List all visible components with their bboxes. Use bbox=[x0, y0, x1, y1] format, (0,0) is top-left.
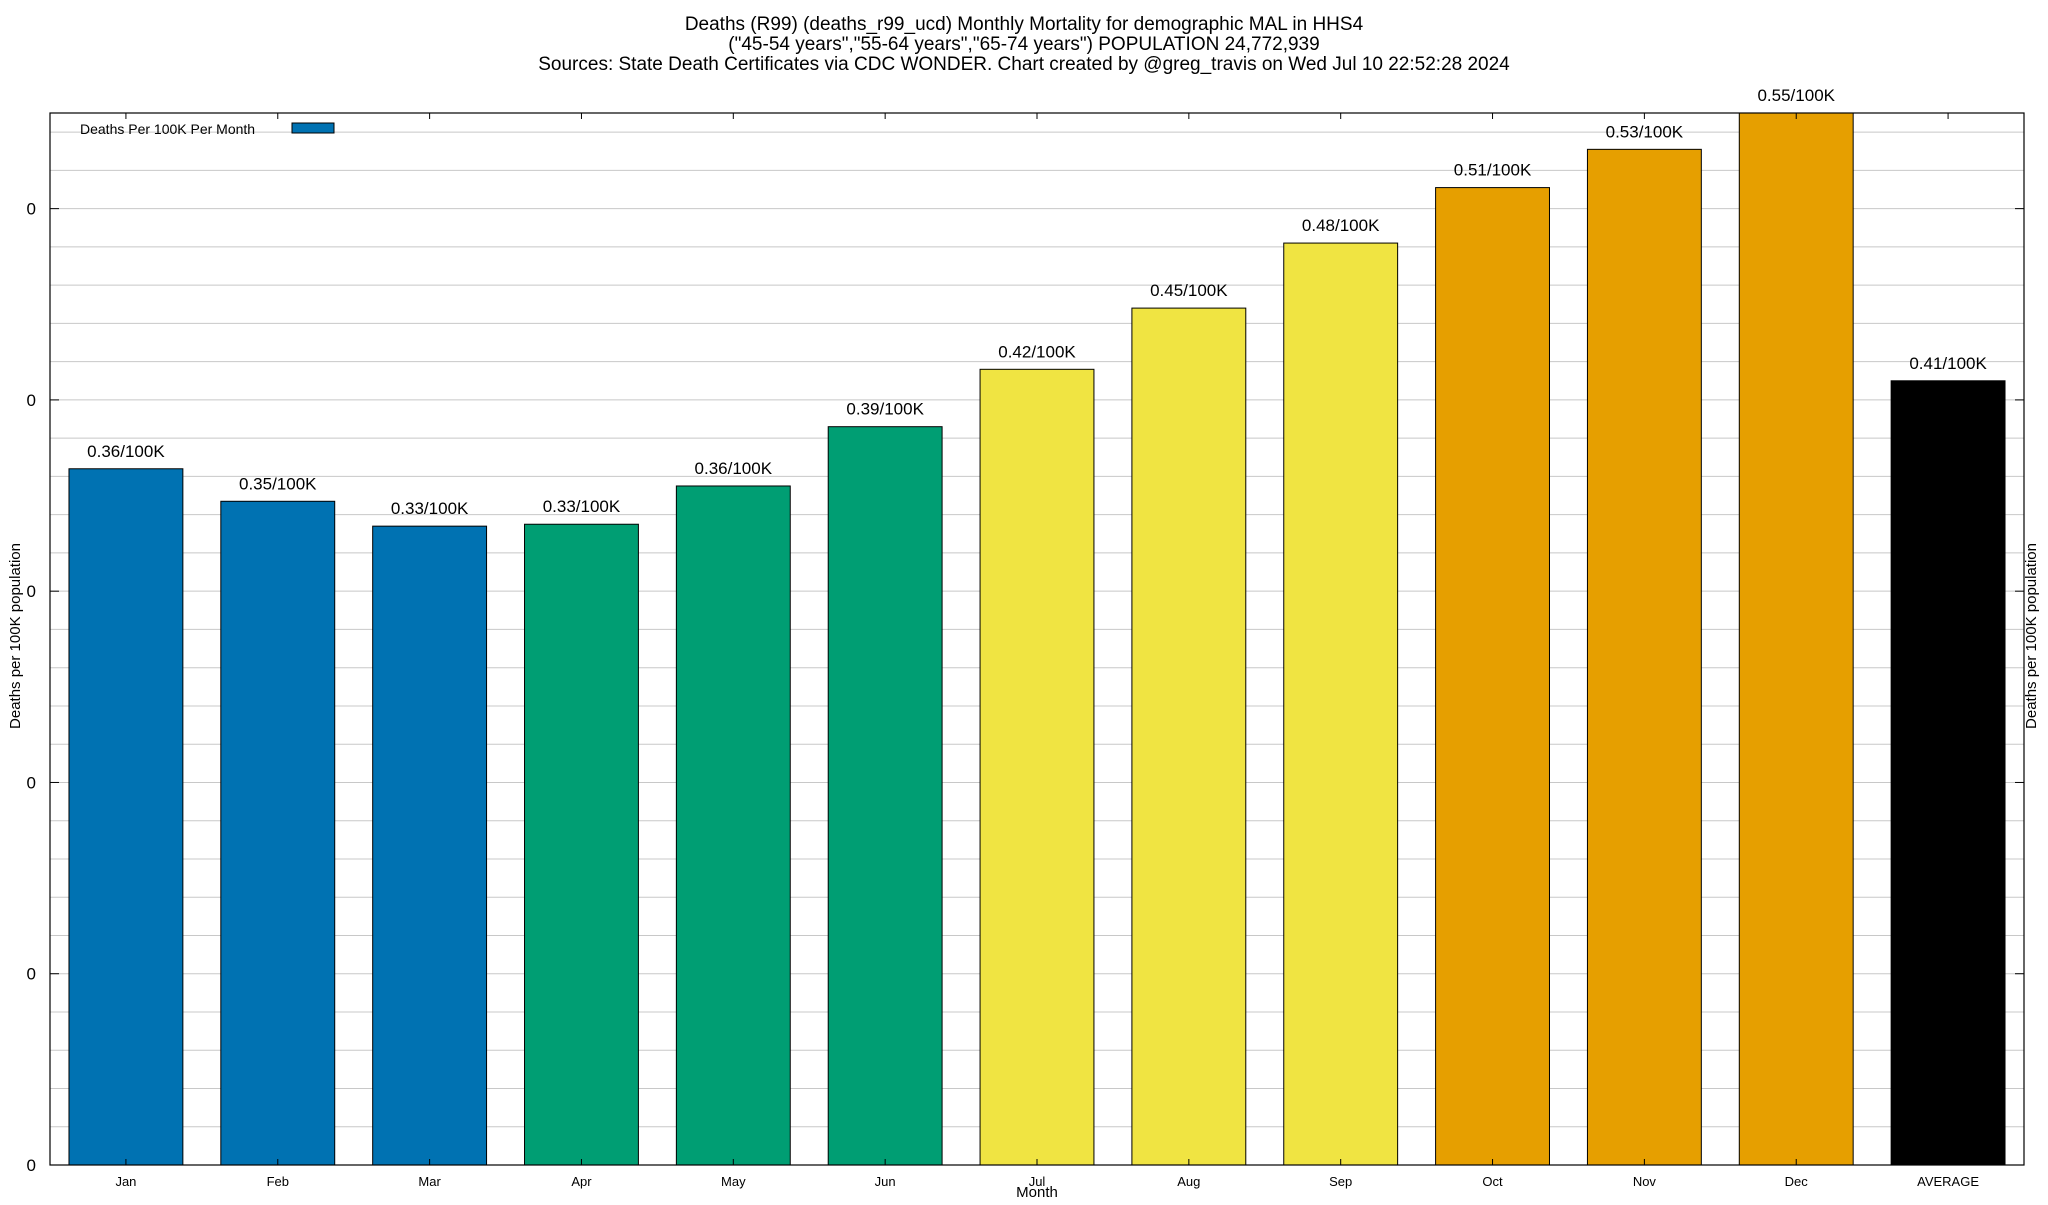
bars bbox=[68, 112, 2006, 1166]
bar-apr bbox=[524, 523, 639, 1166]
bar-aug bbox=[1131, 307, 1247, 1166]
title-line: Sources: State Death Certificates via CD… bbox=[538, 54, 1510, 75]
y-tick-label: 0 bbox=[27, 391, 36, 410]
y-tick-label: 0 bbox=[27, 773, 36, 792]
x-tick-label: Jan bbox=[115, 1174, 136, 1189]
legend-swatch bbox=[291, 122, 335, 134]
x-tick-label: Aug bbox=[1177, 1174, 1200, 1189]
bar-value-label: 0.36/100K bbox=[695, 459, 773, 478]
bar-dec bbox=[1738, 112, 1854, 1166]
bar-oct bbox=[1435, 187, 1550, 1166]
bar-value-label: 0.53/100K bbox=[1606, 122, 1684, 141]
bar-value-label: 0.36/100K bbox=[87, 442, 165, 461]
bar-mar bbox=[372, 525, 488, 1166]
bar-value-label: 0.41/100K bbox=[1909, 354, 1987, 373]
bar-value-label: 0.35/100K bbox=[239, 474, 317, 493]
bar-value-label: 0.42/100K bbox=[998, 342, 1076, 361]
x-tick-label: Jun bbox=[875, 1174, 896, 1189]
bar-value-label: 0.48/100K bbox=[1302, 216, 1380, 235]
bar-value-label: 0.33/100K bbox=[391, 499, 469, 518]
bar-may bbox=[675, 485, 791, 1166]
bar-value-label: 0.55/100K bbox=[1757, 86, 1835, 105]
y-axis-ticks: 0 0 0 0 0 0 bbox=[27, 200, 2024, 1175]
x-tick-label: May bbox=[721, 1174, 746, 1189]
bar-nov bbox=[1586, 148, 1702, 1166]
bar-average bbox=[1890, 380, 2006, 1166]
y-tick-label: 0 bbox=[27, 200, 36, 219]
bar-value-label: 0.51/100K bbox=[1454, 161, 1532, 180]
bar-value-label: 0.39/100K bbox=[846, 400, 924, 419]
x-tick-label: Mar bbox=[418, 1174, 441, 1189]
chart-title: Deaths (R99) (deaths_r99_ucd) Monthly Mo… bbox=[538, 14, 1510, 75]
y-tick-label: 0 bbox=[27, 582, 36, 601]
title-line: Deaths (R99) (deaths_r99_ucd) Monthly Mo… bbox=[685, 14, 1364, 35]
y-tick-label: 0 bbox=[27, 1156, 36, 1175]
x-tick-label: Dec bbox=[1785, 1174, 1809, 1189]
x-tick-label: Nov bbox=[1633, 1174, 1657, 1189]
bar-feb bbox=[220, 500, 336, 1166]
x-tick-label: Apr bbox=[571, 1174, 592, 1189]
legend: Deaths Per 100K Per Month bbox=[80, 121, 335, 137]
bar-jan bbox=[68, 468, 184, 1166]
legend-label: Deaths Per 100K Per Month bbox=[80, 121, 255, 137]
x-tick-label: Sep bbox=[1329, 1174, 1352, 1189]
bar-sep bbox=[1283, 242, 1399, 1166]
bar-value-label: 0.33/100K bbox=[543, 497, 621, 516]
bar-jun bbox=[827, 426, 943, 1166]
title-line: ("45-54 years","55-64 years","65-74 year… bbox=[728, 34, 1319, 55]
x-axis-ticks: Jan Feb Mar Apr May Jun Jul Aug Sep Oct Nov Dec AVER… bbox=[115, 113, 1979, 1189]
x-tick-label: AVERAGE bbox=[1917, 1174, 1979, 1189]
x-tick-label: Jul bbox=[1029, 1174, 1046, 1189]
bar-jul bbox=[979, 368, 1095, 1166]
bar-value-label: 0.45/100K bbox=[1150, 281, 1228, 300]
y-axis-title: Deaths per 100K population bbox=[7, 543, 24, 729]
x-tick-label: Feb bbox=[267, 1174, 289, 1189]
y-tick-label: 0 bbox=[27, 965, 36, 984]
y2-axis-title: Deaths per 100K population bbox=[2023, 543, 2040, 729]
x-axis-title: Month bbox=[1016, 1184, 1058, 1200]
x-tick-label: Oct bbox=[1482, 1174, 1503, 1189]
bar-value-labels: 0.36/100K 0.35/100K 0.33/100K 0.33/100K 0.36… bbox=[87, 86, 1987, 518]
